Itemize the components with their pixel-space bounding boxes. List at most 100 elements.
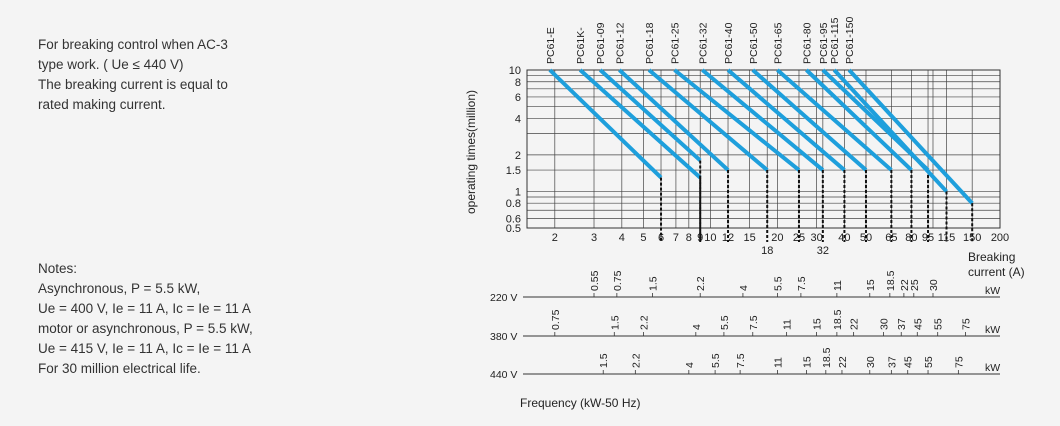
scale-tick-label: 11 (772, 357, 784, 368)
x-tick-label: 10 (704, 232, 716, 244)
scale-unit-label: kW (985, 285, 1000, 297)
scale-tick-label: 18.5 (832, 309, 844, 330)
series-label: PC61-09 (595, 22, 607, 64)
scale-tick-label: 1.5 (609, 315, 621, 330)
series-line (832, 68, 948, 193)
series-line (647, 68, 769, 172)
scale-tick-label: 7.5 (748, 315, 760, 330)
series-label: PC61-80 (801, 22, 813, 64)
scale-tick-label: 7.5 (796, 276, 808, 291)
scale-tick-label: 22 (837, 356, 849, 368)
series-line (805, 68, 913, 172)
scale-tick-label: 75 (953, 356, 965, 368)
series-label: PC61-65 (772, 22, 784, 64)
scale-tick-label: 11 (782, 319, 794, 330)
scale-voltage-label: 220 V (490, 292, 517, 304)
chart-series: PC61-E PC61K- PC61-09 PC61-12 PC61-18 PC61-25… (545, 17, 974, 242)
scale-tick-label: 15 (865, 279, 877, 291)
scale-tick-label: 0.75 (550, 309, 562, 330)
scale-tick-label: 37 (896, 318, 908, 330)
x-tick-label: 15 (743, 232, 755, 244)
x-tick-label: 32 (817, 245, 829, 257)
scale-tick-label: 15 (801, 356, 813, 368)
scale-tick-label: 2.2 (630, 353, 642, 368)
series-line (598, 68, 702, 162)
scale-voltage-label: 380 V (490, 331, 517, 343)
notes-line-1: Asynchronous, P = 5.5 kW, (38, 281, 201, 296)
scale-tick-label: 0.75 (612, 270, 624, 291)
scale-tick-label: 7.5 (735, 353, 747, 368)
intro-line-4: rated making current. (38, 97, 166, 112)
intro-line-1: For breaking control when AC-3 (38, 37, 228, 52)
series-line (578, 68, 702, 180)
y-axis-label: operating times(million) (464, 90, 478, 214)
scale-unit-label: kW (985, 324, 1000, 336)
x-tick-label: 7 (673, 232, 679, 244)
series-line (701, 68, 825, 172)
notes-line-3: motor or asynchronous, P = 5.5 kW, (38, 321, 253, 336)
scale-tick-label: 45 (912, 318, 924, 330)
scale-tick-label: 1.5 (598, 353, 610, 368)
series-line (751, 68, 868, 172)
series-line (776, 68, 893, 172)
scale-tick-label: 30 (879, 318, 891, 330)
scale-tick-label: 25 (909, 279, 921, 291)
y-axis: 108 6 4 2 1.5 10.8 0.60.5 (506, 65, 521, 235)
scale-tick-label: 18.5 (885, 270, 897, 291)
y-tick-label: 10 (509, 65, 521, 77)
x-tick-label: 3 (591, 232, 597, 244)
scale-tick-label: 1.5 (648, 276, 660, 291)
x-tick-label: 18 (761, 245, 773, 257)
series-label: PC61-50 (748, 22, 760, 64)
y-tick-label: 0.6 (506, 213, 521, 225)
notes-line-4: Ue = 415 V, Ie = 11 A, Ic = Ie = 11 A (38, 341, 251, 356)
series-label: PC61-115 (829, 17, 841, 64)
scale-tick-label: 0.55 (589, 270, 601, 291)
power-scales: 220 V kW 0.55 0.75 1.5 2.2 4 5.5 7.5 11 15 18.5 22 25… (490, 270, 1000, 381)
series-label: PC61K- (575, 27, 587, 64)
scale-tick-label: 75 (961, 318, 973, 330)
y-tick-label: 0.8 (506, 198, 521, 210)
series-label: PC61-E (545, 27, 557, 64)
scale-tick-label: 4 (738, 285, 750, 291)
scale-unit-label: kW (985, 362, 1000, 374)
scale-tick-label: 5.5 (772, 276, 784, 291)
scale-tick-label: 45 (903, 356, 915, 368)
y-tick-label: 8 (515, 77, 521, 89)
x-tick-label: 20 (771, 232, 783, 244)
intro-line-3: The breaking current is equal to (38, 77, 228, 92)
series-label: PC61-12 (614, 22, 626, 64)
notes-line-2: Ue = 400 V, Ie = 11 A, Ic = Ie = 11 A (38, 301, 251, 316)
notes-heading: Notes: (38, 261, 78, 276)
x-tick-label: 150 (963, 232, 981, 244)
y-tick-label: 4 (515, 113, 521, 125)
scale-tick-label: 22 (849, 318, 861, 330)
series-label: PC61-150 (844, 17, 856, 64)
intro-line-2: type work. ( Ue ≤ 440 V) (38, 57, 184, 72)
scale-tick-label: 55 (933, 318, 945, 330)
series-line (726, 68, 846, 172)
scale-tick-label: 2.2 (638, 315, 650, 330)
plot-frame (526, 69, 1001, 229)
x-tick-label: 200 (991, 232, 1009, 244)
scale-tick-label: 5.5 (719, 315, 731, 330)
y-tick-label: 1 (515, 186, 521, 198)
x-tick-label: 5 (640, 232, 646, 244)
scale-tick-label: 15 (812, 318, 824, 330)
scale-tick-label: 4 (684, 362, 696, 368)
x-axis-label-line-2: current (A) (968, 265, 1025, 279)
y-tick-label: 1.5 (506, 165, 521, 177)
notes-text: Notes: Asynchronous, P = 5.5 kW, Ue = 40… (38, 259, 338, 379)
scale-tick-label: 18.5 (821, 347, 833, 368)
x-tick-label: 8 (686, 232, 692, 244)
series-label: PC61-25 (670, 22, 682, 64)
series-label: PC61-18 (644, 22, 656, 64)
x-tick-label: 4 (619, 232, 625, 244)
scale-tick-label: 11 (832, 280, 844, 291)
y-tick-label: 6 (515, 92, 521, 104)
x-tick-label: 30 (810, 232, 822, 244)
scale-tick-label: 37 (886, 356, 898, 368)
scale-tick-label: 4 (691, 324, 703, 330)
x-axis-label-line-1: Breaking (968, 250, 1015, 264)
